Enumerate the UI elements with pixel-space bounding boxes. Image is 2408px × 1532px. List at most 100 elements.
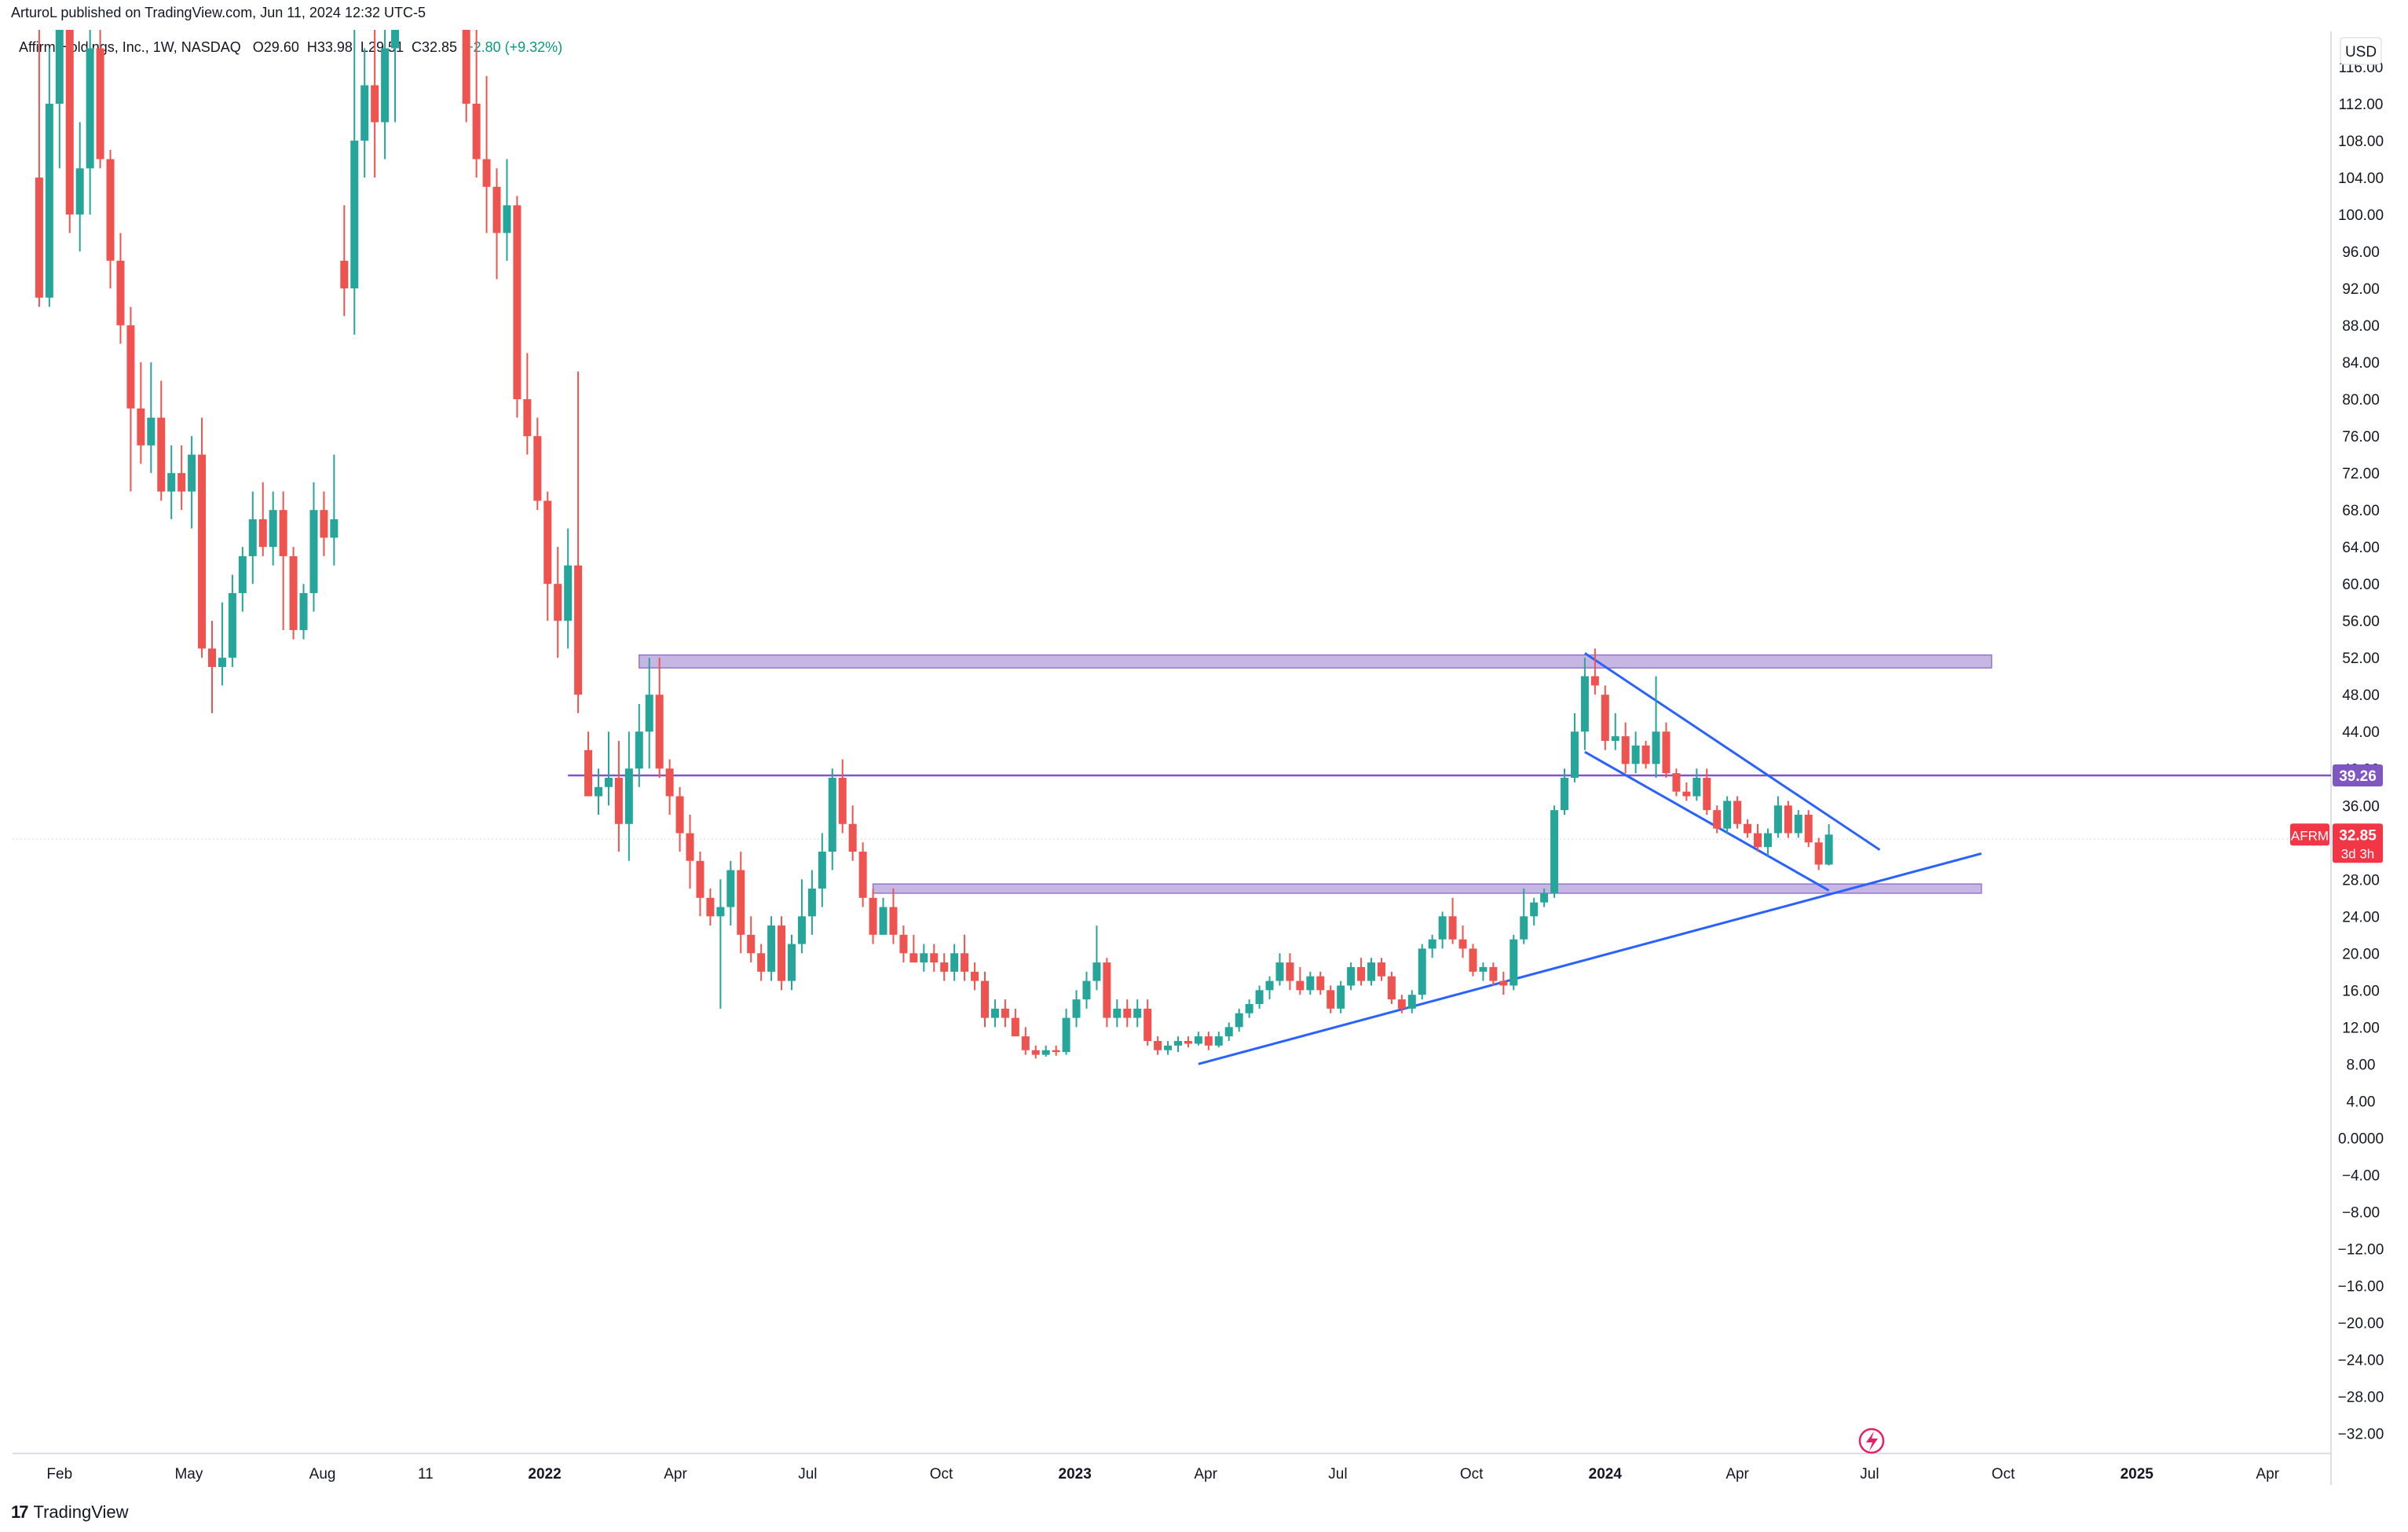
footer-brand[interactable]: TradingView xyxy=(33,1502,129,1522)
candle xyxy=(1814,837,1823,870)
price-tick-label: −28.00 xyxy=(2338,1389,2384,1406)
candle xyxy=(1784,801,1792,838)
channel-lower-line[interactable] xyxy=(1584,750,1830,892)
candle xyxy=(1133,999,1142,1028)
candle xyxy=(1713,805,1722,834)
last-price-text: 32.85 xyxy=(2339,827,2377,844)
support-zone[interactable] xyxy=(872,883,1982,894)
price-tick-label: 104.00 xyxy=(2338,170,2384,187)
candle xyxy=(1021,1027,1030,1055)
time-tick-label: Aug xyxy=(309,1466,336,1483)
candle xyxy=(645,658,653,769)
candle xyxy=(218,602,226,686)
candle xyxy=(167,445,176,519)
candle xyxy=(1499,971,1508,995)
candle xyxy=(604,731,613,806)
candle xyxy=(747,916,756,963)
candle xyxy=(1092,925,1101,991)
price-tick-label: −12.00 xyxy=(2338,1241,2384,1258)
candle xyxy=(1693,768,1701,801)
symbol-name[interactable]: Affirm Holdings, Inc., 1W, NASDAQ xyxy=(19,39,241,55)
candle xyxy=(65,30,74,233)
price-tick-label: 72.00 xyxy=(2342,466,2380,482)
price-tick-label: 96.00 xyxy=(2342,244,2380,261)
candle xyxy=(1682,782,1691,801)
candle xyxy=(665,759,674,815)
candle xyxy=(737,852,745,954)
candle xyxy=(1621,722,1630,774)
candle xyxy=(198,417,207,658)
change-value: +2.80 (+9.32%) xyxy=(465,39,563,55)
time-tick-label: 2023 xyxy=(1059,1466,1092,1483)
time-tick-label: 11 xyxy=(418,1466,434,1483)
candle xyxy=(1286,953,1294,991)
ticker-tag xyxy=(2290,823,2329,846)
candle xyxy=(45,48,53,307)
candle xyxy=(1804,810,1813,848)
price-tick-label: −16.00 xyxy=(2338,1278,2384,1295)
close-label: C xyxy=(412,39,422,55)
candle xyxy=(706,889,715,926)
candle xyxy=(258,482,267,556)
candle xyxy=(584,731,593,797)
price-tick-label: 108.00 xyxy=(2338,134,2384,150)
rising-trendline[interactable] xyxy=(1198,852,1982,1065)
currency-button[interactable] xyxy=(2340,37,2382,65)
price-tick-label: 64.00 xyxy=(2342,540,2380,556)
candle xyxy=(655,658,664,779)
candle xyxy=(1510,934,1518,991)
high-label: H xyxy=(306,39,317,55)
candle xyxy=(248,491,257,585)
candle xyxy=(1794,810,1802,838)
price-tick-label: 12.00 xyxy=(2342,1020,2380,1036)
candle xyxy=(1418,944,1426,1000)
candle xyxy=(1561,768,1568,815)
candle xyxy=(635,703,643,787)
candle xyxy=(1184,1036,1192,1048)
candle xyxy=(1154,1036,1162,1055)
candle xyxy=(778,916,786,991)
candle xyxy=(238,547,247,612)
candle xyxy=(1479,962,1488,981)
time-tick-label: Oct xyxy=(1992,1466,2015,1483)
candle xyxy=(807,870,816,935)
candle xyxy=(1377,958,1385,981)
price-tick-label: 76.00 xyxy=(2342,429,2380,445)
candle xyxy=(289,547,298,640)
candle xyxy=(1265,976,1274,1000)
candle xyxy=(1733,796,1742,829)
price-tick-label: −8.00 xyxy=(2342,1204,2380,1221)
candle xyxy=(1438,911,1447,949)
resistance-zone[interactable] xyxy=(639,654,1993,669)
candle xyxy=(96,30,104,169)
time-tick-label: Oct xyxy=(1460,1466,1484,1483)
candle xyxy=(920,944,928,972)
time-tick-label: Feb xyxy=(46,1466,72,1483)
lightning-icon[interactable] xyxy=(1858,1428,1885,1454)
price-tick-label: −4.00 xyxy=(2342,1167,2380,1184)
time-tick-label: 2025 xyxy=(2121,1466,2154,1483)
candle xyxy=(686,815,694,889)
time-tick-label: Jul xyxy=(1860,1466,1879,1483)
candle xyxy=(1347,962,1356,991)
price-tick-label: 16.00 xyxy=(2342,983,2380,999)
candle xyxy=(828,768,836,870)
candle xyxy=(950,944,959,981)
candle xyxy=(1235,1008,1243,1032)
candle xyxy=(1428,934,1436,958)
price-tick-label: 20.00 xyxy=(2342,946,2380,962)
candle xyxy=(1703,768,1711,815)
candle xyxy=(1062,1008,1070,1055)
candle xyxy=(1723,796,1732,834)
channel-upper-line[interactable] xyxy=(1584,652,1881,851)
time-tick-label: Oct xyxy=(930,1466,953,1483)
candle xyxy=(1082,971,1091,1009)
candle xyxy=(757,944,766,981)
candle xyxy=(961,934,969,981)
candle xyxy=(462,30,470,123)
price-tick-label: 28.00 xyxy=(2342,872,2380,889)
last-price-tag xyxy=(2333,823,2383,863)
candle xyxy=(1306,971,1315,995)
candle xyxy=(1754,823,1762,852)
